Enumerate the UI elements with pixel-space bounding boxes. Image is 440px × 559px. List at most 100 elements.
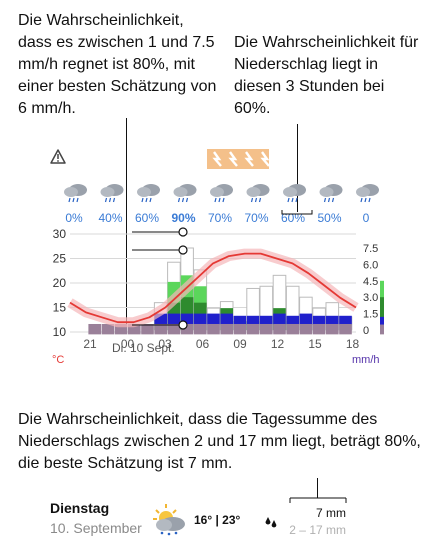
temperature-range: 16° | 23° <box>194 513 241 527</box>
rain-cloud-icon <box>64 184 87 203</box>
precip-low-bar <box>273 313 286 325</box>
precip-tick: 3.0 <box>363 292 378 304</box>
rain-cloud-icon <box>319 184 343 203</box>
marker-circle <box>178 320 188 330</box>
precip-base-bar <box>299 323 313 335</box>
precip-probability-label: 0% <box>65 211 83 225</box>
precip-axis: 7.5 6.0 4.5 3.0 1.5 0 <box>363 243 384 337</box>
day-date: 10. September <box>50 520 142 536</box>
precip-base-bar <box>207 323 220 335</box>
rain-cloud-icon <box>210 184 233 203</box>
leader-line-right <box>297 124 298 212</box>
rain-cloud-icon <box>137 184 160 203</box>
precip-probability-label: 70% <box>244 211 268 225</box>
precip-base-bar <box>246 323 260 335</box>
daily-summary-row[interactable]: Dienstag 10. September 16° | 23° 7 mm 2 … <box>0 490 440 550</box>
temperature-series <box>67 248 359 328</box>
callout-rain-intensity: Die Wahrscheinlichkeit, dass es zwischen… <box>18 12 217 117</box>
precip-low-bar <box>194 313 207 325</box>
precip-base-bar <box>233 323 247 335</box>
precip-low-bar <box>286 315 299 325</box>
precip-base-bar <box>326 323 339 335</box>
precip-low-bar <box>299 313 313 325</box>
rain-cloud-icon <box>173 184 197 203</box>
time-tick: 12 <box>271 337 285 351</box>
precip-tick: 0 <box>363 325 369 337</box>
precip-base-bars <box>88 323 352 335</box>
precip-low-bar <box>180 313 194 325</box>
forecast-chart: 0% 40% 60% 90% 70% 70% 60% 50% 0 30 25 20 15 10 7.5 6… <box>50 149 384 366</box>
time-tick: 00 <box>121 337 135 351</box>
marker-circle <box>178 245 188 255</box>
daily-range-bracket <box>289 497 347 503</box>
rain-cloud-icon <box>246 184 270 203</box>
temperature-line <box>69 252 357 324</box>
precip-low-bar <box>167 313 181 325</box>
marker-circle <box>178 227 188 237</box>
temperature-tick: 25 <box>53 252 67 266</box>
time-tick: 06 <box>196 337 210 351</box>
time-tick: 15 <box>308 337 322 351</box>
temperature-tick: 30 <box>53 227 67 241</box>
time-tick: 09 <box>233 337 247 351</box>
precip-base-bar <box>88 323 101 335</box>
precip-low-bar <box>326 315 339 325</box>
precip-low-bar <box>246 315 260 325</box>
precip-base-bar <box>194 323 207 335</box>
rain-cloud-icon <box>356 184 379 203</box>
precip-probability-label: 60% <box>135 211 159 225</box>
precip-probability-label: 90% <box>171 211 195 225</box>
date-label: Di. 10 Sept. <box>112 341 175 355</box>
precip-low-bar <box>154 313 167 325</box>
precip-low-bar <box>233 315 247 325</box>
precip-probability-label: 60% <box>281 211 305 225</box>
precip-tick: 6.0 <box>363 259 378 271</box>
temperature-axis: 30 25 20 15 10 <box>53 227 67 339</box>
precip-base-bar <box>286 323 299 335</box>
sun-cloud-rain-icon <box>153 504 185 536</box>
rain-cloud-icon-row <box>64 184 379 203</box>
precip-range: 2 – 17 mm <box>289 523 346 537</box>
precip-low-bar <box>220 313 233 325</box>
precip-tick: 4.5 <box>363 276 378 288</box>
precip-base-bar <box>128 323 141 335</box>
precip-probability-label: 70% <box>208 211 232 225</box>
probability-bracket <box>281 210 313 215</box>
precip-base-bar <box>273 323 286 335</box>
precip-base-bar <box>312 323 326 335</box>
temperature-tick: 20 <box>53 276 67 290</box>
precip-base-bar <box>339 323 352 335</box>
temperature-tick: 10 <box>53 325 67 339</box>
precip-range-marker <box>132 210 313 330</box>
precip-tick: 1.5 <box>363 309 378 321</box>
callout-rain-probability: Die Wahrscheinlichkeit für Niederschlag … <box>234 34 419 117</box>
day-name: Dienstag <box>50 500 110 516</box>
precip-low-bar <box>207 313 220 325</box>
precip-base-bar <box>154 323 167 335</box>
callout-daily-sum: Die Wahrscheinlichkeit, dass die Tagessu… <box>18 411 421 472</box>
precip-base-bar <box>220 323 233 335</box>
temperature-tick: 15 <box>53 301 67 315</box>
leader-line-left <box>126 118 127 324</box>
time-axis: 21 00 03 06 09 12 15 18 <box>83 337 359 351</box>
raindrops-icon <box>265 517 277 528</box>
temperature-unit: °C <box>52 354 64 366</box>
precip-base-bar <box>141 323 154 335</box>
precip-tick: 7.5 <box>363 243 378 255</box>
precip-unit: mm/h <box>352 354 380 366</box>
precip-probability-label: 0 <box>363 211 370 225</box>
precip-base-bar <box>167 323 181 335</box>
precip-base-bar <box>260 323 273 335</box>
precip-low-bar <box>339 315 352 325</box>
precip-best-estimate: 7 mm <box>316 506 346 520</box>
rain-cloud-icon <box>100 184 124 203</box>
precip-low-bar <box>312 315 326 325</box>
precip-axis-scale <box>380 297 384 330</box>
precip-axis-scale <box>380 324 384 335</box>
precip-axis-scale <box>380 316 384 330</box>
thunderstorm-warning-icon[interactable] <box>207 149 270 169</box>
precip-base-bar <box>180 323 194 335</box>
time-tick: 03 <box>158 337 172 351</box>
leader-line-bottom <box>317 478 318 498</box>
warning-triangle-icon[interactable] <box>50 149 66 164</box>
